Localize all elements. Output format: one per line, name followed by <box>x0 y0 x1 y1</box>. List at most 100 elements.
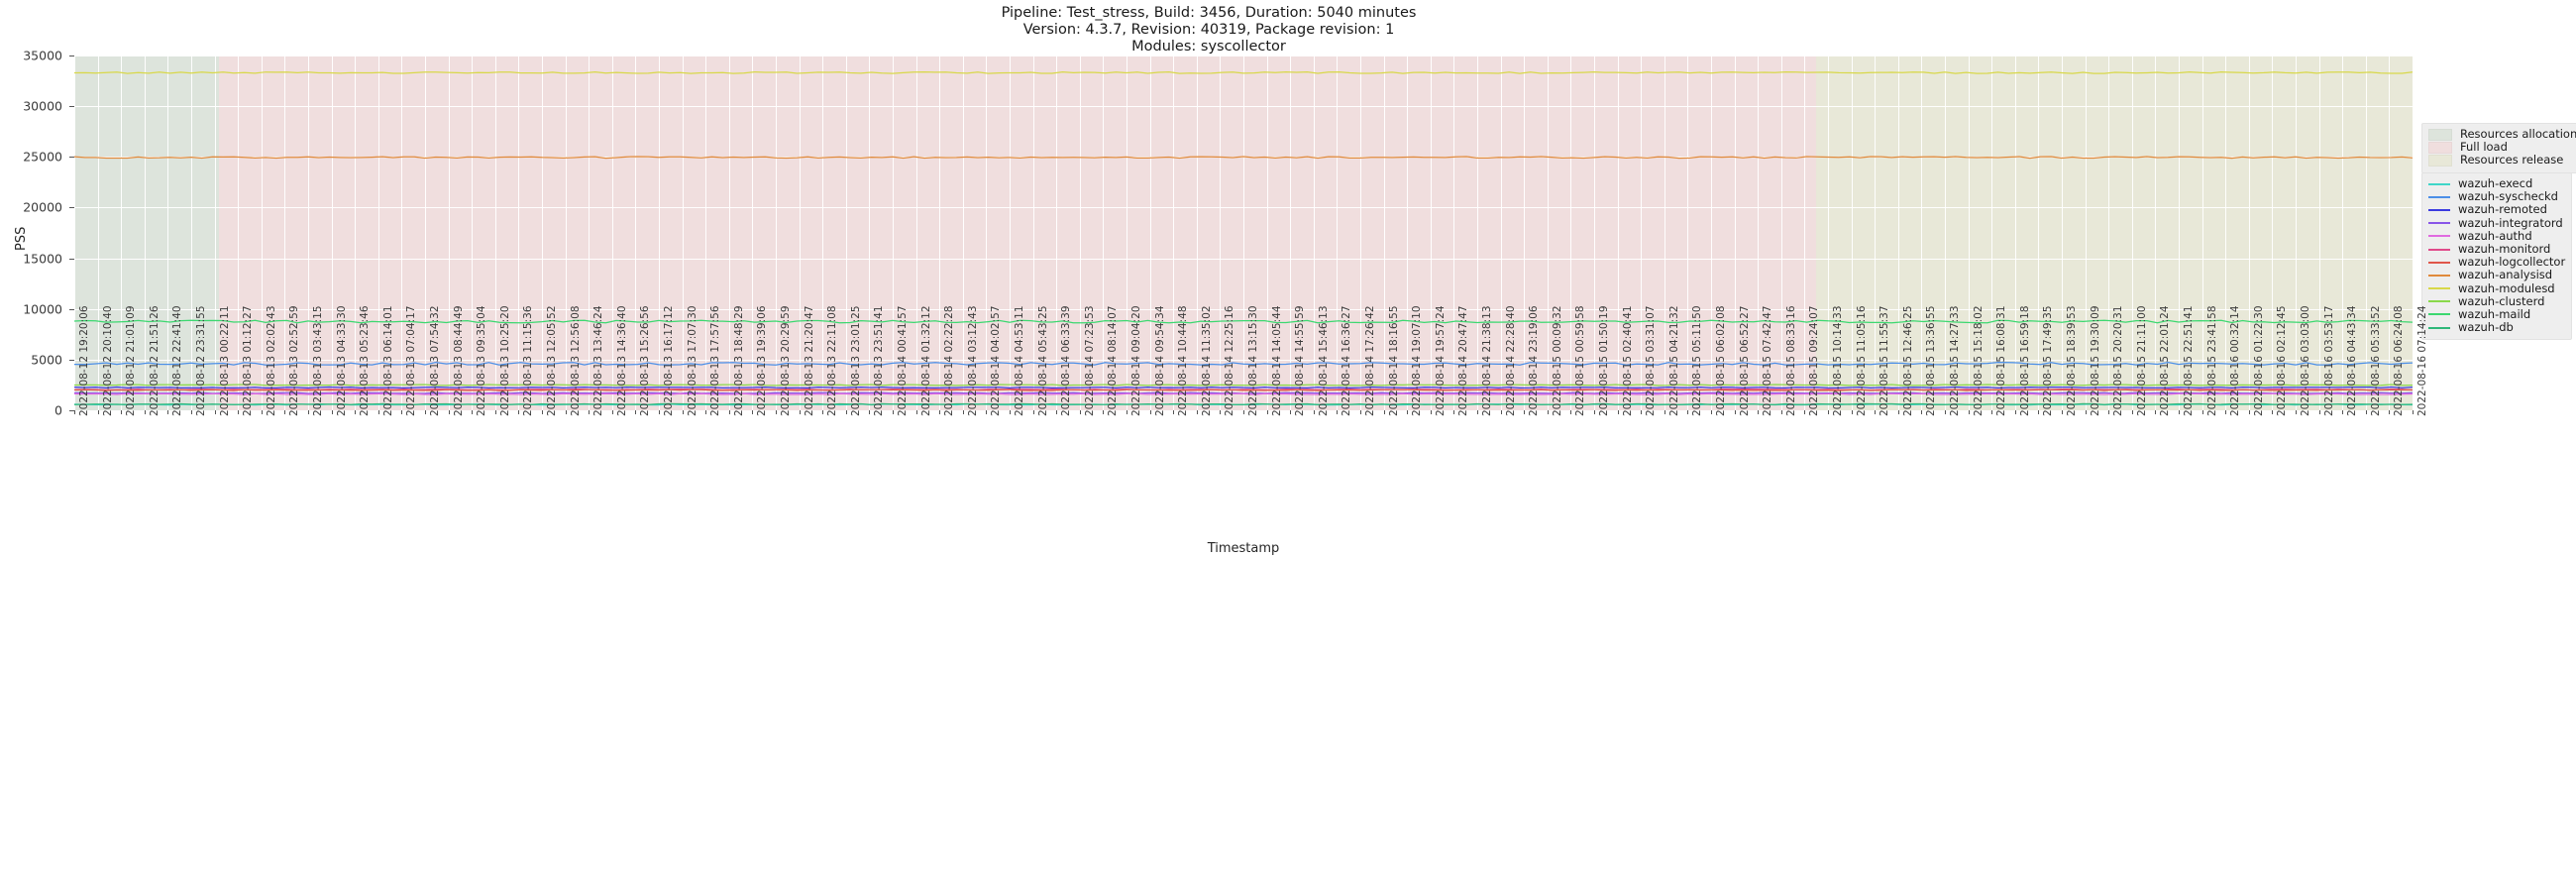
grid-line-vertical <box>1383 56 1385 410</box>
x-axis-tick-mark <box>1360 410 1361 414</box>
phase-legend-item[interactable]: Resources allocation <box>2428 127 2576 141</box>
grid-line-vertical <box>1641 56 1643 410</box>
grid-line-vertical <box>2365 56 2367 410</box>
x-axis-tick-mark <box>1010 410 1011 414</box>
grid-line-vertical <box>682 56 684 410</box>
title-line-pipeline: Pipeline: Test_stress, Build: 3456, Dura… <box>1001 5 1417 21</box>
x-axis-tick-label: 2022-08-15 00:09:32 <box>1551 305 1563 416</box>
x-axis-tick-label: 2022-08-15 21:11:00 <box>2135 305 2148 416</box>
grid-line-vertical <box>2225 56 2227 410</box>
phase-legend-label: Resources release <box>2460 153 2564 167</box>
x-axis-tick-mark <box>1780 410 1782 414</box>
x-axis-tick-mark <box>939 410 941 414</box>
grid-line-horizontal <box>74 157 2413 159</box>
x-axis-tick-mark <box>1991 410 1993 414</box>
x-axis-tick-mark <box>2318 410 2320 414</box>
x-axis-tick-label: 2022-08-13 17:57:56 <box>709 305 722 416</box>
x-axis-tick-label: 2022-08-14 06:33:39 <box>1060 305 1073 416</box>
x-axis-tick-label: 2022-08-15 09:24:07 <box>1808 305 1821 416</box>
x-axis-tick-mark <box>2365 410 2367 414</box>
series-legend-swatch <box>2428 287 2450 290</box>
x-axis-tick-mark <box>1079 410 1081 414</box>
phase-legend-item[interactable]: Resources release <box>2428 154 2576 167</box>
x-axis-tick-mark <box>1897 410 1899 414</box>
series-legend-item[interactable]: wazuh-authd <box>2428 229 2565 243</box>
grid-line-vertical <box>1079 56 1081 410</box>
y-axis-tick-label: 15000 <box>23 251 62 267</box>
x-axis-tick-label: 2022-08-13 14:36:40 <box>615 305 628 416</box>
series-legend-item[interactable]: wazuh-modulesd <box>2428 281 2565 295</box>
x-axis-tick-mark <box>869 410 871 414</box>
series-legend-item[interactable]: wazuh-syscheckd <box>2428 189 2565 203</box>
x-axis-tick-mark <box>1032 410 1034 414</box>
y-axis-tick-label: 0 <box>54 402 62 418</box>
series-line-wazuh-remoted <box>74 386 2413 390</box>
x-axis-tick-mark <box>2389 410 2391 414</box>
x-axis-tick-label: 2022-08-13 02:52:59 <box>288 305 301 416</box>
grid-line-vertical <box>331 56 333 410</box>
grid-line-vertical <box>1991 56 1993 410</box>
x-axis-tick-mark <box>589 410 590 414</box>
phase-legend-item[interactable]: Full load <box>2428 140 2576 154</box>
x-axis-tick-label: 2022-08-13 06:14:01 <box>381 305 394 416</box>
grid-line-vertical <box>1804 56 1806 410</box>
x-axis-tick-mark <box>2248 410 2250 414</box>
x-axis-tick-label: 2022-08-13 15:26:56 <box>639 305 652 416</box>
x-axis-tick-label: 2022-08-16 03:03:00 <box>2300 305 2311 416</box>
x-axis-tick-mark <box>1570 410 1572 414</box>
x-axis-tick-label: 2022-08-15 06:52:27 <box>1738 305 1751 416</box>
x-axis-tick-label: 2022-08-13 20:29:59 <box>780 305 792 416</box>
x-axis-tick-mark <box>1617 410 1619 414</box>
series-legend-item[interactable]: wazuh-db <box>2428 320 2565 334</box>
phase-legend-swatch <box>2428 141 2452 154</box>
grid-line-vertical <box>1968 56 1970 410</box>
x-axis-tick-label: 2022-08-14 21:38:13 <box>1481 305 1493 416</box>
grid-line-vertical <box>1851 56 1853 410</box>
grid-line-vertical <box>1945 56 1946 410</box>
x-axis-tick-mark <box>1173 410 1175 414</box>
series-legend-item[interactable]: wazuh-clusterd <box>2428 293 2565 308</box>
series-legend-item[interactable]: wazuh-remoted <box>2428 203 2565 216</box>
series-line-wazuh-maild <box>74 319 2413 324</box>
y-axis-tick-mark <box>69 410 74 411</box>
x-axis-tick-mark <box>284 410 286 414</box>
series-legend-item[interactable]: wazuh-logcollector <box>2428 255 2565 269</box>
series-line-wazuh-logcollector <box>74 389 2413 391</box>
x-axis-tick-mark <box>1945 410 1946 414</box>
series-legend-item[interactable]: wazuh-monitord <box>2428 242 2565 256</box>
x-axis-tick-mark <box>2296 410 2297 414</box>
x-axis-tick-label: 2022-08-12 21:51:26 <box>148 305 161 416</box>
series-legend-label: wazuh-clusterd <box>2458 293 2545 308</box>
x-axis-tick-mark <box>822 410 824 414</box>
grid-line-horizontal <box>74 258 2413 260</box>
grid-line-vertical <box>728 56 730 410</box>
grid-line-vertical <box>214 56 216 410</box>
x-axis-tick-mark <box>1547 410 1549 414</box>
series-legend-label: wazuh-execd <box>2458 176 2533 190</box>
grid-line-vertical <box>635 56 637 410</box>
x-axis-tick-label: 2022-08-13 23:01:25 <box>849 305 862 416</box>
x-axis-tick-mark <box>542 410 543 414</box>
x-axis-tick-mark <box>1220 410 1222 414</box>
grid-line-vertical <box>377 56 379 410</box>
series-legend-item[interactable]: wazuh-maild <box>2428 307 2565 321</box>
x-axis-tick-mark <box>1383 410 1385 414</box>
x-axis-tick-label: 2022-08-15 02:40:41 <box>1621 305 1634 416</box>
x-axis-tick-label: 2022-08-13 10:25:20 <box>498 305 511 416</box>
x-axis-tick-label: 2022-08-14 22:28:40 <box>1504 305 1517 416</box>
grid-line-vertical <box>799 56 801 410</box>
series-legend-item[interactable]: wazuh-analysisd <box>2428 269 2565 281</box>
series-legend-item[interactable]: wazuh-execd <box>2428 176 2565 190</box>
series-legend-item[interactable]: wazuh-integratord <box>2428 216 2565 230</box>
x-axis-tick-mark <box>1734 410 1736 414</box>
x-axis-tick-mark <box>2131 410 2133 414</box>
x-axis-tick-mark <box>238 410 240 414</box>
grid-line-vertical <box>1056 56 1058 410</box>
grid-line-vertical <box>261 56 263 410</box>
y-axis-tick-label: 30000 <box>23 98 62 114</box>
grid-line-vertical <box>962 56 964 410</box>
x-axis-tick-mark <box>1828 410 1829 414</box>
x-axis-tick-label: 2022-08-12 20:10:40 <box>101 305 114 416</box>
grid-line-vertical <box>1337 56 1339 410</box>
x-axis-tick-mark <box>74 410 75 414</box>
